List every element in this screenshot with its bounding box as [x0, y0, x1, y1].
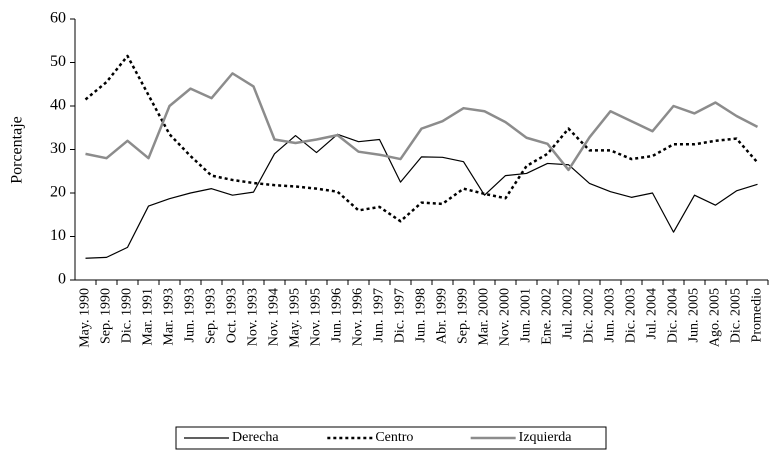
y-tick-label: 50 — [50, 53, 66, 70]
y-tick-label: 0 — [58, 271, 66, 288]
x-tick-label: Jun. 2005 — [687, 288, 702, 342]
x-tick-label: May. 1995 — [288, 288, 303, 348]
x-tick-label: Mar. 1991 — [141, 288, 156, 346]
legend-label: Centro — [375, 430, 413, 445]
x-tick-label: May. 1990 — [78, 288, 93, 348]
series-line — [85, 133, 758, 259]
x-tick-label: Jul. 2004 — [645, 288, 660, 339]
x-tick-label: Dic. 2002 — [582, 288, 597, 343]
x-tick-label: Sep. 1993 — [204, 288, 219, 344]
y-tick-label: 10 — [50, 227, 66, 244]
x-tick-label: Abr. 1999 — [435, 288, 450, 344]
y-tick-label: 30 — [50, 140, 66, 157]
x-tick-label: Jun. 1997 — [372, 288, 387, 342]
x-tick-label: Jul. 2002 — [561, 288, 576, 339]
x-tick-label: Nov. 1996 — [351, 288, 366, 346]
x-tick-label: Dic. 2005 — [729, 288, 744, 343]
x-tick-label: Nov. 1995 — [309, 288, 324, 346]
x-tick-label: Sep. 1990 — [99, 288, 114, 344]
x-tick-label: Sep. 1999 — [456, 288, 471, 344]
x-tick-label: Jun. 1993 — [183, 288, 198, 342]
x-tick-label: Dic. 1990 — [120, 288, 135, 343]
legend-label: Derecha — [232, 430, 279, 445]
x-tick-label: Jun. 2003 — [603, 288, 618, 342]
x-tick-label: Jun. 1996 — [330, 288, 345, 342]
x-tick-label: Promedio — [750, 288, 765, 342]
legend-label: Izquierda — [519, 430, 573, 445]
x-tick-label: Ene. 2002 — [540, 288, 555, 345]
y-tick-label: 60 — [50, 10, 66, 27]
x-tick-label: Mar. 1993 — [162, 288, 177, 346]
x-tick-label: Nov. 1993 — [246, 288, 261, 346]
legend-box — [175, 426, 607, 450]
x-tick-label: Dic. 2004 — [666, 288, 681, 343]
y-axis-label: Porcentaje — [9, 116, 26, 184]
x-tick-label: Jun. 1998 — [414, 288, 429, 342]
x-tick-label: Oct. 1993 — [225, 288, 240, 343]
legend: Derecha Centro Izquierda — [175, 426, 607, 450]
series-line — [84, 54, 759, 223]
x-tick-label: Jun. 2001 — [519, 288, 534, 342]
x-tick-label: Mar. 2000 — [477, 288, 492, 346]
x-tick-label: Nov. 2000 — [498, 288, 513, 346]
series-line — [85, 72, 759, 172]
x-tick-label: Ago. 2005 — [708, 288, 723, 347]
x-tick-label: Nov. 1994 — [267, 288, 282, 346]
y-tick-label: 20 — [50, 184, 66, 201]
x-tick-label: Dic. 2003 — [624, 288, 639, 343]
x-tick-label: Dic. 1997 — [393, 288, 408, 343]
y-tick-label: 40 — [50, 97, 66, 114]
